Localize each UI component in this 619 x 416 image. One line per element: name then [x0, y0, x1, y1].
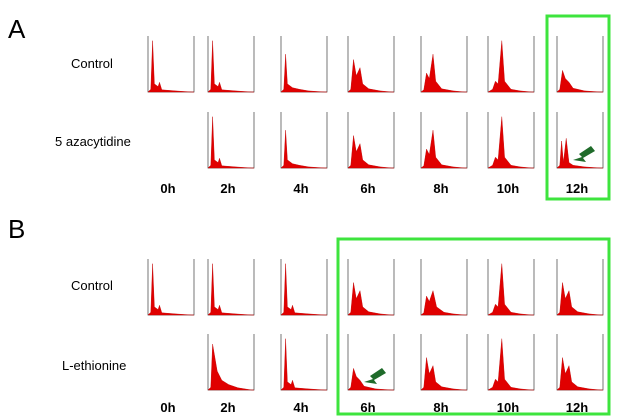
histogram-b-1-6h [347, 334, 395, 391]
plot-axes [280, 259, 328, 316]
histogram-series [487, 263, 534, 316]
histogram-series [207, 40, 254, 93]
histogram-grid [147, 36, 604, 391]
histogram-a-0-6h [347, 36, 395, 93]
histogram-b-1-12h [556, 334, 604, 391]
row-label-a-control: Control [71, 56, 113, 71]
histogram-b-0-6h [347, 259, 395, 316]
time-label-b-4h: 4h [293, 400, 308, 415]
arrow-a [573, 146, 595, 162]
plot-axes [207, 259, 255, 316]
time-label-a-2h: 2h [220, 181, 235, 196]
time-label-b-0h: 0h [160, 400, 175, 415]
histogram-b-0-4h [280, 259, 328, 316]
plot-axes [280, 334, 328, 391]
histogram-series [207, 116, 254, 169]
histogram-b-1-4h [280, 334, 328, 391]
plot-axes [147, 259, 195, 316]
histogram-a-0-0h [147, 36, 195, 93]
histogram-series [347, 282, 394, 316]
histogram-series [420, 289, 467, 316]
highlight-box-b [336, 237, 611, 416]
histogram-series [420, 130, 467, 169]
histogram-series [280, 130, 327, 169]
histogram-a-0-4h [280, 36, 328, 93]
histogram-b-1-10h [487, 334, 535, 391]
time-label-a-6h: 6h [360, 181, 375, 196]
histogram-series [147, 40, 194, 93]
histogram-series [280, 263, 327, 316]
histogram-series [556, 70, 603, 93]
histogram-a-0-2h [207, 36, 255, 93]
histogram-series [347, 368, 394, 391]
histogram-b-0-10h [487, 259, 535, 316]
histogram-series [487, 338, 534, 391]
plot-axes [280, 112, 328, 169]
histogram-a-0-12h [556, 36, 604, 93]
arrow-shape [364, 368, 386, 384]
histogram-b-1-2h [207, 334, 255, 391]
arrow-b [364, 368, 386, 384]
histogram-series [207, 263, 254, 316]
time-label-a-8h: 8h [433, 181, 448, 196]
time-label-a-10h: 10h [497, 181, 519, 196]
time-label-b-2h: 2h [220, 400, 235, 415]
histogram-b-1-8h [420, 334, 468, 391]
histogram-series [280, 54, 327, 93]
time-label-b-12h: 12h [566, 400, 588, 415]
histogram-series [420, 357, 467, 391]
plot-axes [147, 36, 195, 93]
time-label-b-8h: 8h [433, 400, 448, 415]
histogram-a-1-8h [420, 112, 468, 169]
histogram-series [147, 263, 194, 316]
histogram-a-1-4h [280, 112, 328, 169]
time-label-a-12h: 12h [566, 181, 588, 196]
histogram-series [207, 344, 254, 391]
histogram-a-1-12h [556, 112, 604, 169]
histogram-a-1-2h [207, 112, 255, 169]
histogram-series [556, 138, 603, 169]
row-label-b-treatment: L-ethionine [62, 358, 126, 373]
panel-letter-b: B [8, 214, 25, 244]
time-label-a-0h: 0h [160, 181, 175, 196]
highlights [336, 14, 611, 416]
plot-axes [280, 36, 328, 93]
plot-axes [207, 112, 255, 169]
row-label-a-treatment: 5 azacytidine [55, 134, 131, 149]
histogram-series [487, 40, 534, 93]
histogram-b-0-12h [556, 259, 604, 316]
plot-axes [207, 36, 255, 93]
histogram-series [280, 338, 327, 391]
highlight-box-a [545, 14, 611, 201]
histogram-b-0-8h [420, 259, 468, 316]
histogram-series [556, 282, 603, 316]
histogram-b-0-0h [147, 259, 195, 316]
histogram-series [420, 54, 467, 93]
histogram-a-0-8h [420, 36, 468, 93]
row-label-b-control: Control [71, 278, 113, 293]
histogram-series [487, 116, 534, 169]
time-label-a-4h: 4h [293, 181, 308, 196]
histogram-a-1-6h [347, 112, 395, 169]
histogram-a-1-10h [487, 112, 535, 169]
histogram-series [556, 357, 603, 391]
histogram-a-0-10h [487, 36, 535, 93]
histogram-b-0-2h [207, 259, 255, 316]
arrow-shape [573, 146, 595, 162]
histogram-series [347, 59, 394, 93]
histogram-series [347, 135, 394, 169]
time-label-b-10h: 10h [497, 400, 519, 415]
time-labels: 0h 2h 4h 6h 8h 10h 12h 0h 2h 4h 6h 8h 10h 12h [160, 181, 588, 415]
panel-letter-a: A [8, 14, 26, 44]
time-label-b-6h: 6h [360, 400, 375, 415]
